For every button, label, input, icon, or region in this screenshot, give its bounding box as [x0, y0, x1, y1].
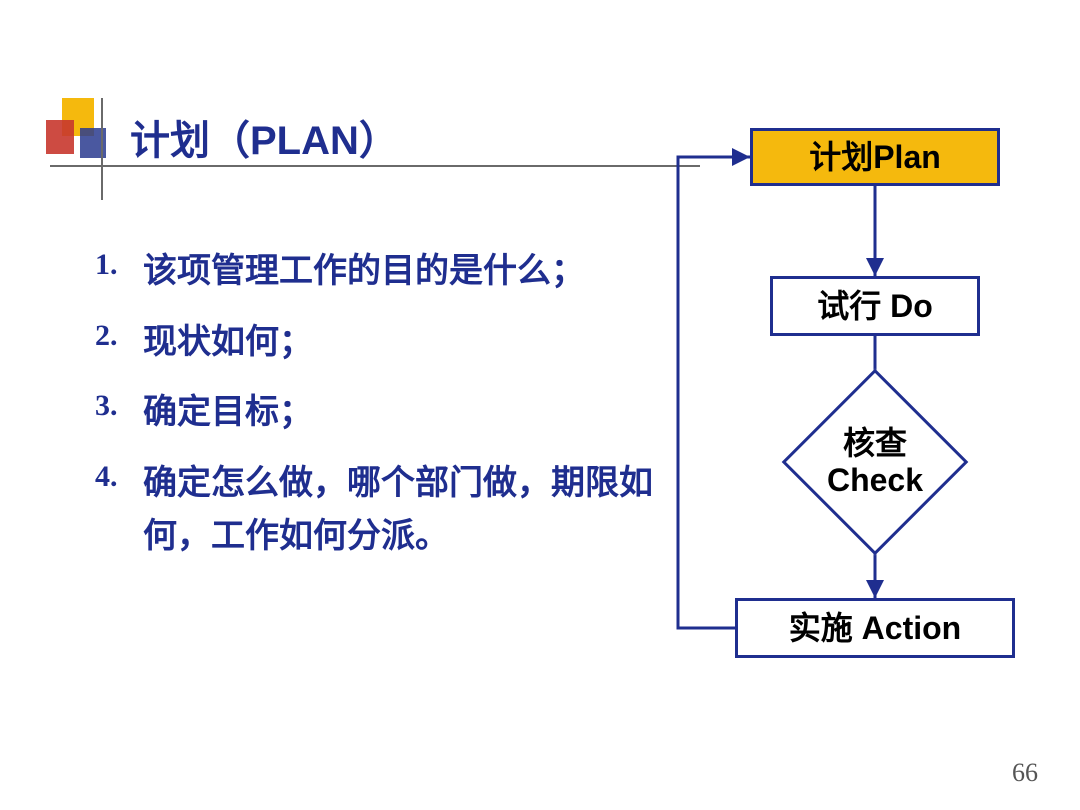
flow-node-action-label: 实施 Action: [789, 610, 961, 647]
flow-node-do: 试行 Do: [770, 276, 980, 336]
list-item-number: 2.: [95, 316, 143, 357]
flow-node-plan: 计划Plan: [750, 128, 1000, 186]
list-item: 2.现状如何；: [95, 316, 655, 369]
list-item: 1.该项管理工作的目的是什么；: [95, 245, 655, 298]
flow-node-action: 实施 Action: [735, 598, 1015, 658]
slide: { "title": { "text": "计划（PLAN）", "color"…: [0, 0, 1080, 810]
page-number: 66: [1012, 758, 1038, 788]
list-item-text: 现状如何；: [143, 316, 313, 369]
list-item: 3.确定目标；: [95, 386, 655, 439]
flow-node-plan-label: 计划Plan: [809, 139, 941, 176]
list-item-number: 3.: [95, 386, 143, 427]
flow-node-check: 核查 Check: [782, 369, 969, 556]
list-item-number: 4.: [95, 457, 143, 498]
bullet-square-blue: [80, 128, 106, 158]
slide-title: 计划（PLAN）: [130, 108, 399, 166]
bullet-square-red: [46, 120, 74, 154]
list-item-number: 1.: [95, 245, 143, 286]
list-item-text: 该项管理工作的目的是什么；: [143, 245, 585, 298]
flow-node-do-label: 试行 Do: [817, 288, 933, 325]
list-item-text: 确定目标；: [143, 386, 313, 439]
list-item: 4.确定怎么做，哪个部门做，期限如何，工作如何分派。: [95, 457, 655, 562]
list-item-text: 确定怎么做，哪个部门做，期限如何，工作如何分派。: [143, 457, 655, 562]
flow-node-check-label: 核查 Check: [782, 425, 969, 499]
content-list: 1.该项管理工作的目的是什么；2.现状如何；3.确定目标；4.确定怎么做，哪个部…: [95, 245, 655, 580]
